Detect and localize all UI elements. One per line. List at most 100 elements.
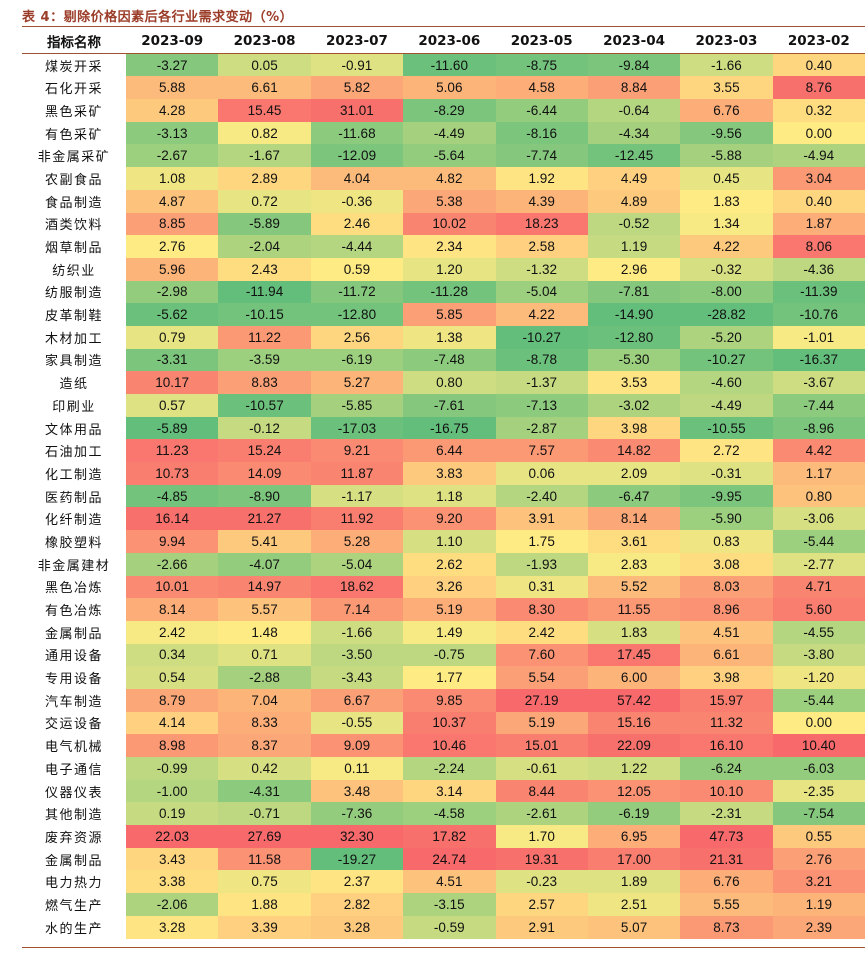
value-cell: 2.46 [310,212,404,236]
value-cell: 8.30 [495,598,588,621]
row-label: 其他制造 [44,808,103,824]
value-cell: -11.60 [403,53,496,77]
value-cell: 3.61 [587,530,681,553]
value-cell: -0.32 [680,257,773,281]
value-cell: 1.18 [403,484,496,508]
value-cell: -5.89 [218,212,311,236]
value-cell: 0.40 [772,189,865,213]
table-row: 通用设备 0.34 0.71 -3.50 -0.75 7.60 17.45 6.61 -3.80 [22,643,865,667]
value-cell: 7.57 [495,439,588,463]
value-cell: -0.99 [126,757,219,780]
value-cell: 1.48 [218,620,311,644]
value-cell: -11.68 [310,121,404,145]
value-cell: 18.23 [495,212,588,236]
value-cell: 7.04 [218,688,311,712]
heatmap-table: 指标名称 2023-09 2023-08 2023-07 2023-06 2023-05… [22,30,865,939]
value-cell: 3.38 [126,870,219,894]
table-row: 交运设备 4.14 8.33 -0.55 10.37 5.19 15.16 11.32 0.00 [22,711,865,735]
value-cell: 8.96 [680,598,773,621]
value-cell: 4.14 [126,711,219,735]
value-cell: 8.14 [126,598,219,621]
value-cell: -5.64 [403,144,496,168]
table-row: 印刷业 0.57 -10.57 -5.85 -7.61 -7.13 -3.02 -4.49 -7… [22,394,865,417]
table-row: 电子通信 -0.99 0.42 0.11 -2.24 -0.61 1.22 -6.24 -6.0… [22,757,865,780]
value-cell: -4.94 [772,144,865,168]
value-cell: 8.83 [218,371,311,394]
value-cell: 8.76 [772,76,865,100]
table-row: 烟草制品 2.76 -2.04 -4.44 2.34 2.58 1.19 4.22 8.06 [22,235,865,258]
value-cell: 4.89 [587,189,681,213]
value-cell: 8.98 [126,734,219,757]
corner-header: 指标名称 [22,30,126,54]
table-row: 纺织业 5.96 2.43 0.59 1.20 -1.32 2.96 -0.32 -4.36 [22,257,865,281]
value-cell: -2.40 [495,484,588,508]
value-cell: 3.91 [495,507,588,531]
value-cell: -10.27 [495,325,588,349]
value-cell: -6.47 [587,484,681,508]
table-row: 汽车制造 8.79 7.04 6.67 9.85 27.19 57.42 15.97 -5.44 [22,688,865,712]
value-cell: 5.57 [218,598,311,621]
value-cell: -8.00 [680,280,773,304]
value-cell: -4.36 [772,257,865,281]
value-cell: 0.54 [126,666,219,689]
value-cell: -8.96 [772,416,865,440]
value-cell: 2.96 [587,257,681,281]
value-cell: 1.08 [126,167,219,190]
value-cell: 8.37 [218,734,311,757]
value-cell: 3.98 [680,666,773,689]
value-cell: 0.82 [218,121,311,145]
value-cell: 2.42 [495,620,588,644]
value-cell: -3.27 [126,53,219,77]
value-cell: -0.12 [218,416,311,440]
value-cell: -1.66 [680,53,773,77]
value-cell: -7.13 [495,394,588,417]
row-label: 皮革制鞋 [44,309,103,325]
value-cell: 6.95 [587,825,681,848]
value-cell: 2.34 [403,235,496,258]
value-cell: -2.24 [403,757,496,780]
value-cell: -8.75 [495,53,588,77]
value-cell: 2.57 [495,893,588,916]
row-label: 橡胶塑料 [44,535,103,551]
value-cell: 10.40 [772,734,865,757]
value-cell: 2.51 [587,893,681,916]
row-label: 纺织业 [52,263,96,279]
value-cell: -2.06 [126,893,219,916]
table-row: 石化开采 5.88 6.61 5.82 5.06 4.58 8.84 3.55 8.76 [22,76,865,100]
value-cell: 12.05 [587,779,681,803]
column-header: 2023-08 [218,30,311,54]
value-cell: 1.20 [403,257,496,281]
value-cell: 17.00 [587,847,681,871]
row-label: 石油加工 [44,445,103,461]
value-cell: 0.40 [772,53,865,77]
value-cell: -3.02 [587,394,681,417]
value-cell: 15.01 [495,734,588,757]
row-label: 交运设备 [44,717,103,733]
table-row: 家具制造 -3.31 -3.59 -6.19 -7.48 -8.78 -5.30 -10.27… [22,348,865,372]
table-row: 非金属采矿 -2.67 -1.67 -12.09 -5.64 -7.74 -12.45 -5.… [22,144,865,168]
value-cell: -3.13 [126,121,219,145]
value-cell: 3.04 [772,167,865,190]
value-cell: 15.24 [218,439,311,463]
value-cell: 11.23 [126,439,219,463]
value-cell: -1.01 [772,325,865,349]
value-cell: -9.84 [587,53,681,77]
value-cell: -2.87 [495,416,588,440]
value-cell: -7.48 [403,348,496,372]
value-cell: 4.22 [680,235,773,258]
value-cell: 10.10 [680,779,773,803]
row-label: 酒类饮料 [44,218,103,234]
value-cell: 5.85 [403,303,496,326]
row-label: 专用设备 [44,672,103,688]
value-cell: 4.28 [126,99,219,122]
table-row: 水的生产 3.28 3.39 3.28 -0.59 2.91 5.07 8.73 2.39 [22,915,865,939]
value-cell: 1.89 [587,870,681,894]
value-cell: -5.88 [680,144,773,168]
row-label: 电力热力 [44,876,103,892]
value-cell: 32.30 [310,825,404,848]
value-cell: -1.32 [495,257,588,281]
value-cell: 1.83 [587,620,681,644]
value-cell: 7.60 [495,643,588,667]
value-cell: -2.61 [495,802,588,826]
value-cell: 0.45 [680,167,773,190]
